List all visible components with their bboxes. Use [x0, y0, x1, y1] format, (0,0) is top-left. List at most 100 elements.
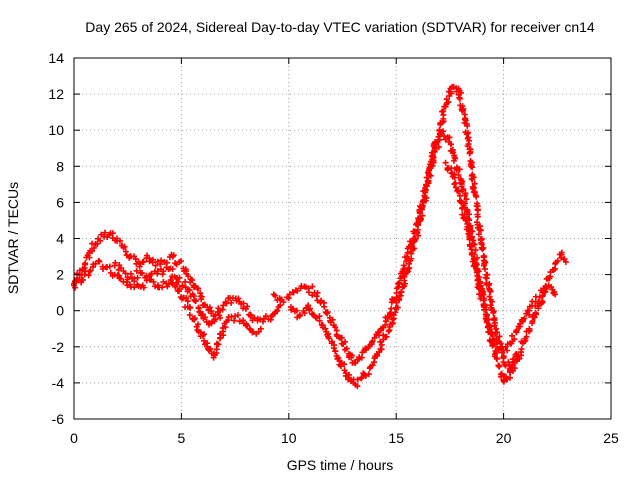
data-point-sample	[460, 186, 467, 193]
data-point-sample	[197, 290, 204, 297]
data-point-sample	[431, 145, 438, 152]
data-point-sample	[482, 266, 489, 273]
data-point-sample	[314, 289, 321, 296]
data-point-sample	[86, 254, 93, 261]
data-point-sample	[127, 270, 134, 277]
data-point-sample	[329, 338, 336, 345]
data-point-sample	[412, 236, 419, 243]
data-point-sample	[440, 111, 447, 118]
data-point-sample	[90, 261, 97, 268]
data-point-sample	[362, 346, 369, 353]
data-point-sample	[487, 288, 494, 295]
data-point-sample	[296, 311, 303, 318]
data-point-sample	[406, 264, 413, 271]
data-point-sample	[464, 122, 471, 129]
data-point-sample	[478, 292, 485, 299]
data-point-sample	[473, 193, 480, 200]
data-point-sample	[386, 327, 393, 334]
data-point-sample	[440, 118, 447, 125]
data-point-sample	[455, 172, 462, 179]
data-point-sample	[535, 298, 542, 305]
data-point-sample	[246, 325, 253, 332]
data-point-sample	[244, 322, 251, 329]
data-point-sample	[192, 298, 199, 305]
data-point-sample	[309, 283, 316, 290]
data-point-sample	[554, 257, 561, 264]
data-point-sample	[106, 263, 113, 270]
data-point-sample	[398, 289, 405, 296]
data-point-sample	[469, 228, 476, 235]
data-point	[371, 334, 378, 341]
data-point-sample	[309, 292, 316, 299]
data-point-sample	[146, 258, 153, 265]
data-point-sample	[292, 287, 299, 294]
data-point-sample	[169, 265, 176, 272]
data-point-sample	[257, 316, 264, 323]
data-point-sample	[356, 354, 363, 361]
data-point-sample	[474, 277, 481, 284]
data-point-sample	[136, 263, 143, 270]
data-point-sample	[535, 305, 542, 312]
data-point-sample	[345, 374, 352, 381]
data-point-sample	[220, 302, 227, 309]
data-point-sample	[513, 327, 520, 334]
data-point-sample	[457, 198, 464, 205]
data-point-sample	[521, 338, 528, 345]
data-point-sample	[408, 255, 415, 262]
data-point-sample	[319, 324, 326, 331]
data-point-sample	[358, 375, 365, 382]
data-point-sample	[109, 272, 116, 279]
data-point-sample	[206, 304, 213, 311]
data-point-sample	[244, 303, 251, 310]
data-point-sample	[240, 317, 247, 324]
data-point-sample	[235, 312, 242, 319]
data-point-sample	[186, 311, 193, 318]
data-point-sample	[394, 304, 401, 311]
y-tick-label: 10	[48, 122, 64, 138]
data-point-sample	[500, 378, 507, 385]
data-point-sample	[495, 362, 502, 369]
axis-ticks: 0 5 10 15 20 25 -6 -4 -2 0 2 4 6 8 10 12 14	[48, 50, 619, 446]
data-point-sample	[368, 341, 375, 348]
data-point-sample	[133, 267, 140, 274]
y-tick-label: 8	[56, 158, 64, 174]
data-point-sample	[473, 269, 480, 276]
data-point-sample	[444, 166, 451, 173]
data-point-sample	[187, 279, 194, 286]
data-point-sample	[196, 308, 203, 315]
data-point-sample	[474, 211, 481, 218]
data-point-sample	[469, 164, 476, 171]
data-point-sample	[212, 316, 219, 323]
data-point-sample	[463, 196, 470, 203]
data-point-sample	[442, 136, 449, 143]
data-point-sample	[505, 359, 512, 366]
data-point-sample	[221, 320, 228, 327]
data-point-sample	[479, 246, 486, 253]
data-point-sample	[106, 231, 113, 238]
data-point-sample	[440, 133, 447, 140]
y-tick-label: 12	[48, 86, 64, 102]
data-point-sample	[122, 248, 129, 255]
data-point-sample	[482, 311, 489, 318]
data-point-sample	[478, 235, 485, 242]
data-point-sample	[313, 293, 320, 300]
data-point-sample	[400, 262, 407, 269]
data-point-sample	[425, 180, 432, 187]
x-tick-label: 15	[388, 430, 404, 446]
data-point-sample	[351, 359, 358, 366]
data-point-sample	[222, 324, 229, 331]
data-point-sample	[523, 333, 530, 340]
data-point-sample	[464, 143, 471, 150]
data-point-sample	[415, 232, 422, 239]
data-point-sample	[419, 212, 426, 219]
data-point-sample	[423, 194, 430, 201]
data-point-sample	[471, 262, 478, 269]
data-point-sample	[324, 309, 331, 316]
data-point-sample	[107, 269, 114, 276]
data-point-sample	[91, 244, 98, 251]
data-point-sample	[205, 321, 212, 328]
data-point-sample	[512, 351, 519, 358]
data-point-sample	[455, 188, 462, 195]
data-point-sample	[98, 231, 105, 238]
